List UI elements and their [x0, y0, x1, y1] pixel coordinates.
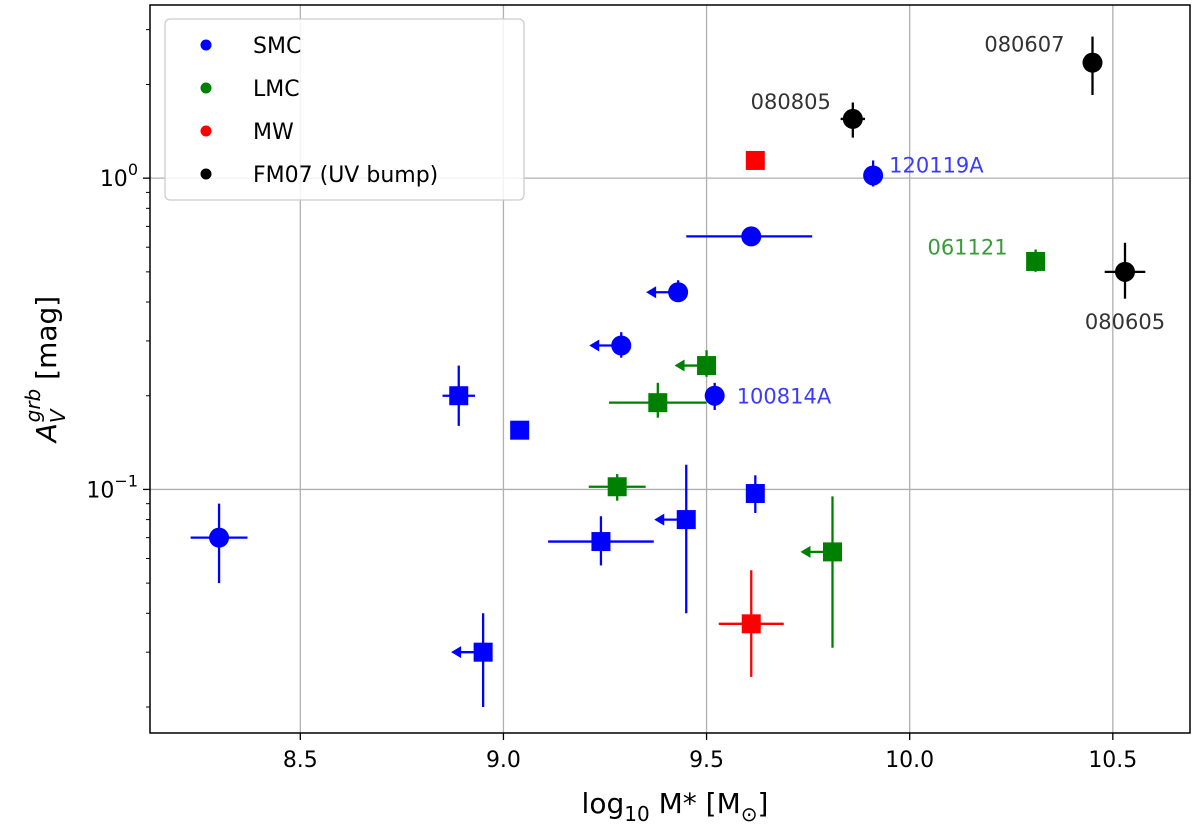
- legend-marker: [200, 168, 212, 180]
- upper-limit-arrowhead: [654, 513, 665, 526]
- upper-limit-arrowhead: [589, 339, 600, 352]
- data-point-circle: [209, 527, 230, 548]
- point-annotations: 100814A 120119A 061121 080805 080607 080605: [737, 33, 1165, 409]
- data-point-square: [607, 477, 627, 497]
- series-mw: [718, 150, 784, 677]
- point-label: 120119A: [889, 153, 984, 177]
- data-point-square: [823, 542, 842, 562]
- data-point-square: [648, 393, 668, 413]
- point-label: 080607: [984, 33, 1064, 57]
- upper-limit-arrowhead: [646, 286, 657, 299]
- data-point-square: [473, 642, 493, 662]
- data-point-square: [741, 614, 761, 634]
- point-label: 080805: [751, 90, 831, 114]
- data-point-square: [676, 510, 696, 530]
- data-point-square: [510, 420, 530, 440]
- y-axis-label: AVgrb [mag]: [21, 296, 70, 444]
- legend-label: SMC: [253, 34, 301, 59]
- data-point-circle: [863, 165, 884, 186]
- x-axis-label: log10 M* [M⊙]: [582, 787, 769, 826]
- x-tick-label: 8.5: [283, 748, 318, 773]
- x-tick-label: 10.5: [1088, 748, 1137, 773]
- x-tick-label: 10.0: [885, 748, 934, 773]
- point-label: 100814A: [737, 385, 832, 409]
- legend-label: FM07 (UV bump): [253, 163, 438, 188]
- data-point-circle: [1082, 52, 1103, 73]
- data-point-circle: [611, 335, 632, 356]
- point-label: 080605: [1085, 310, 1165, 334]
- data-point-circle: [704, 385, 725, 406]
- plot-frame: [149, 4, 1191, 734]
- data-point-square: [697, 356, 717, 376]
- axis-ticks: 8.5 9.0 9.5 10.0 10.5 10−1 100: [86, 29, 1137, 773]
- data-point-square: [745, 484, 765, 504]
- legend-label: LMC: [253, 77, 300, 102]
- data-marks: [190, 36, 1146, 707]
- legend: SMC LMC MW FM07 (UV bump): [164, 18, 525, 201]
- legend-box: [164, 18, 525, 201]
- data-point-circle: [842, 108, 863, 129]
- legend-label: MW: [253, 120, 294, 145]
- series-fm07-uv-bump-: [840, 36, 1146, 299]
- upper-limit-arrowhead: [800, 545, 811, 558]
- y-tick-label: 100: [100, 160, 138, 192]
- legend-marker: [200, 82, 212, 94]
- series-smc: [190, 160, 884, 707]
- data-point-circle: [741, 226, 762, 247]
- upper-limit-arrowhead: [451, 646, 462, 659]
- x-tick-label: 9.5: [689, 748, 724, 773]
- series-lmc: [588, 249, 1046, 648]
- y-tick-label: 10−1: [86, 471, 138, 503]
- data-point-square: [1026, 251, 1046, 271]
- data-point-square: [449, 386, 469, 406]
- data-point-circle: [668, 282, 689, 303]
- data-point-square: [745, 150, 765, 170]
- legend-marker: [200, 39, 212, 51]
- data-point-square: [591, 532, 611, 552]
- upper-limit-arrowhead: [674, 359, 685, 372]
- legend-marker: [200, 125, 212, 137]
- x-tick-label: 9.0: [486, 748, 521, 773]
- point-label: 061121: [927, 235, 1007, 259]
- data-point-circle: [1115, 261, 1135, 282]
